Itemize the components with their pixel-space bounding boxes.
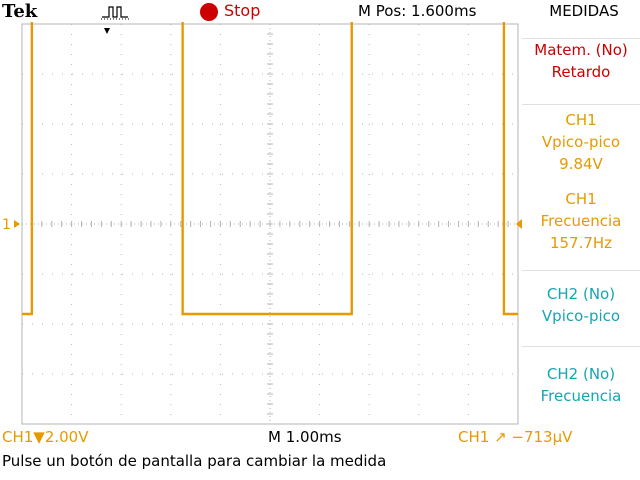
measurement-line2: Frecuencia [540,212,622,230]
trigger-level-marker [516,219,522,229]
channel-1-marker: 1 [2,217,11,233]
measurement-ch2-vpp[interactable]: CH2 (No) Vpico-pico [522,270,640,343]
measurement-line1: CH1 [565,190,597,208]
pulse-trigger-icon [101,6,129,20]
status-message: Pulse un botón de pantalla para cambiar … [2,452,387,470]
measurement-ch1-vpp[interactable]: CH1 Vpico-pico 9.84V [522,104,640,181]
timebase-readout: M 1.00ms [268,428,342,446]
ch1-waveform [22,22,518,316]
measurement-line1: CH2 (No) [546,285,616,303]
acquisition-status: Stop [224,1,261,20]
brand-logo: Tek [2,1,38,22]
channel-1-marker-arrow [14,220,20,228]
stop-indicator-icon [200,3,218,21]
measurement-line1: CH2 (No) [546,365,616,383]
measurement-line2: Retardo [551,63,611,81]
menu-title: MEDIDAS [549,2,619,20]
measurement-math-delay[interactable]: Matem. (No) Retardo [522,38,640,105]
channel-scale-readout: CH1▼2.00V [2,428,89,446]
status-bar: Tek Stop M Pos: 1.600ms MEDIDAS [0,0,640,24]
horizontal-position: M Pos: 1.600ms [358,2,477,20]
measurement-line2: Vpico-pico [541,307,621,325]
measurement-line1: Matem. (No) [534,41,628,59]
measurement-value: 157.7Hz [549,234,613,252]
waveform-display: 1 [2,22,522,425]
trigger-readout: CH1 ↗ −713μV [458,428,573,446]
measurement-ch1-frequency[interactable]: CH1 Frecuencia 157.7Hz [522,184,640,260]
measurement-line2: Vpico-pico [541,133,621,151]
measurement-line1: CH1 [565,111,597,129]
measurement-value: 9.84V [559,155,603,173]
measurement-line2: Frecuencia [540,387,622,405]
trigger-position-marker [104,28,110,34]
measurement-ch2-frequency[interactable]: CH2 (No) Frecuencia [522,346,640,417]
